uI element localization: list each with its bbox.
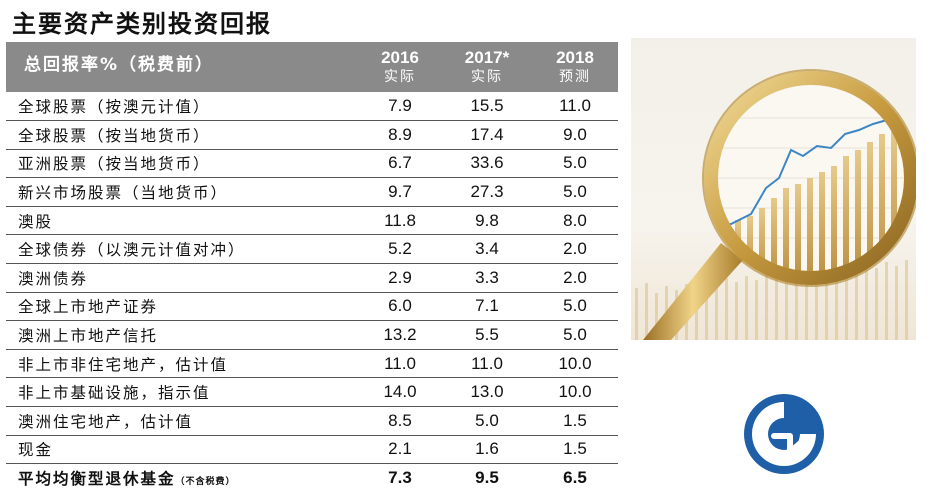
total-2016: 7.3 [388, 468, 412, 488]
cell-2017: 9.8 [442, 206, 532, 236]
total-2018: 6.5 [563, 468, 587, 488]
total-note: （不含税费） [175, 477, 236, 488]
header-col-2018: 2018 预测 [532, 42, 618, 92]
row-name: 全球股票（按澳元计值） [6, 92, 358, 122]
total-row: 平均均衡型退休基金（不含税费） 7.3 9.5 6.5 [6, 464, 618, 492]
header-year: 2018 [556, 48, 594, 67]
cell-2016: 14.0 [358, 377, 442, 408]
row-name: 现金 [6, 435, 358, 465]
cell-2017: 5.5 [442, 320, 532, 350]
header-label: 总回报率%（税费前） [24, 55, 215, 75]
cell-2016: 13.2 [358, 320, 442, 350]
table-row: 全球股票（按澳元计值） 7.9 15.5 11.0 [6, 92, 618, 122]
total-name: 平均均衡型退休基金（不含税费） [6, 464, 358, 492]
row-name: 新兴市场股票（当地货币） [6, 177, 358, 207]
table-row: 亚洲股票（按当地货币） 6.7 33.6 5.0 [6, 149, 618, 179]
table-row: 澳股 11.8 9.8 8.0 [6, 206, 618, 236]
total-2017: 9.5 [475, 468, 499, 488]
table-row: 非上市非住宅地产，估计值 11.0 11.0 10.0 [6, 349, 618, 379]
cell-2016: 7.9 [358, 92, 442, 122]
magnifying-glass-chart-image [631, 38, 916, 340]
cell-2018: 1.5 [532, 435, 618, 465]
cell-2016: 8.9 [358, 120, 442, 150]
row-name: 全球股票（按当地货币） [6, 120, 358, 150]
cell-2017: 33.6 [442, 149, 532, 179]
cell-2016: 11.8 [358, 206, 442, 236]
page-title: 主要资产类别投资回报 [12, 9, 272, 38]
row-name: 澳洲债券 [6, 263, 358, 293]
cell-2018: 9.0 [532, 120, 618, 150]
row-name: 澳洲上市地产信托 [6, 320, 358, 350]
header-sub: 实际 [384, 69, 416, 85]
cell-2018: 1.5 [532, 406, 618, 436]
cell-2018: 8.0 [532, 206, 618, 236]
cell-2018: 10.0 [532, 377, 618, 408]
magnifier-illustration [635, 69, 916, 340]
cell-2018: 5.0 [532, 177, 618, 207]
table-row: 新兴市场股票（当地货币） 9.7 27.3 5.0 [6, 177, 618, 207]
header-year: 2017* [464, 48, 510, 67]
cell-2016: 2.1 [358, 435, 442, 465]
cell-2017: 27.3 [442, 177, 532, 207]
cell-2017: 1.6 [442, 435, 532, 465]
row-name: 全球上市地产证券 [6, 292, 358, 322]
cell-2017: 15.5 [442, 92, 532, 122]
header-sub: 预测 [559, 69, 591, 85]
cell-2016: 2.9 [358, 263, 442, 293]
cell-2016: 6.0 [358, 292, 442, 322]
cell-2018: 11.0 [532, 92, 618, 122]
cell-2017: 13.0 [442, 377, 532, 408]
table-row: 全球股票（按当地货币） 8.9 17.4 9.0 [6, 120, 618, 150]
row-name: 全球债券（以澳元计值对冲） [6, 234, 358, 265]
cell-2017: 3.3 [442, 263, 532, 293]
row-name: 亚洲股票（按当地货币） [6, 149, 358, 179]
row-name: 非上市非住宅地产，估计值 [6, 349, 358, 379]
row-name: 澳洲住宅地产，估计值 [6, 406, 358, 436]
cell-2016: 8.5 [358, 406, 442, 436]
cell-2018: 2.0 [532, 263, 618, 293]
company-logo-icon [744, 394, 824, 474]
cell-2017: 17.4 [442, 120, 532, 150]
row-name: 非上市基础设施，指示值 [6, 377, 358, 408]
row-name: 澳股 [6, 206, 358, 236]
header-col-2017: 2017* 实际 [442, 42, 532, 92]
cell-2017: 3.4 [442, 234, 532, 265]
returns-table: 总回报率%（税费前） 2016 实际 2017* 实际 2018 预测 全球股票… [6, 42, 618, 492]
cell-2016: 11.0 [358, 349, 442, 379]
header-col-2016: 2016 实际 [358, 42, 442, 92]
cell-2016: 6.7 [358, 149, 442, 179]
table-row: 全球债券（以澳元计值对冲） 5.2 3.4 2.0 [6, 234, 618, 265]
total-label: 平均均衡型退休基金 [18, 470, 176, 489]
cell-2018: 2.0 [532, 234, 618, 265]
table-row: 澳洲债券 2.9 3.3 2.0 [6, 263, 618, 293]
cell-2018: 10.0 [532, 349, 618, 379]
cell-2017: 11.0 [442, 349, 532, 379]
cell-2018: 5.0 [532, 292, 618, 322]
table-row: 全球上市地产证券 6.0 7.1 5.0 [6, 292, 618, 322]
cell-2016: 5.2 [358, 234, 442, 265]
table-row: 非上市基础设施，指示值 14.0 13.0 10.0 [6, 377, 618, 408]
cell-2016: 9.7 [358, 177, 442, 207]
cell-2017: 7.1 [442, 292, 532, 322]
cell-2017: 5.0 [442, 406, 532, 436]
header-sub: 实际 [471, 69, 503, 85]
header-year: 2016 [381, 48, 419, 67]
table-header-row: 总回报率%（税费前） 2016 实际 2017* 实际 2018 预测 [6, 42, 618, 92]
cell-2018: 5.0 [532, 149, 618, 179]
table-row: 澳洲上市地产信托 13.2 5.5 5.0 [6, 320, 618, 350]
cell-2018: 5.0 [532, 320, 618, 350]
table-row: 澳洲住宅地产，估计值 8.5 5.0 1.5 [6, 406, 618, 436]
table-row: 现金 2.1 1.6 1.5 [6, 435, 618, 465]
